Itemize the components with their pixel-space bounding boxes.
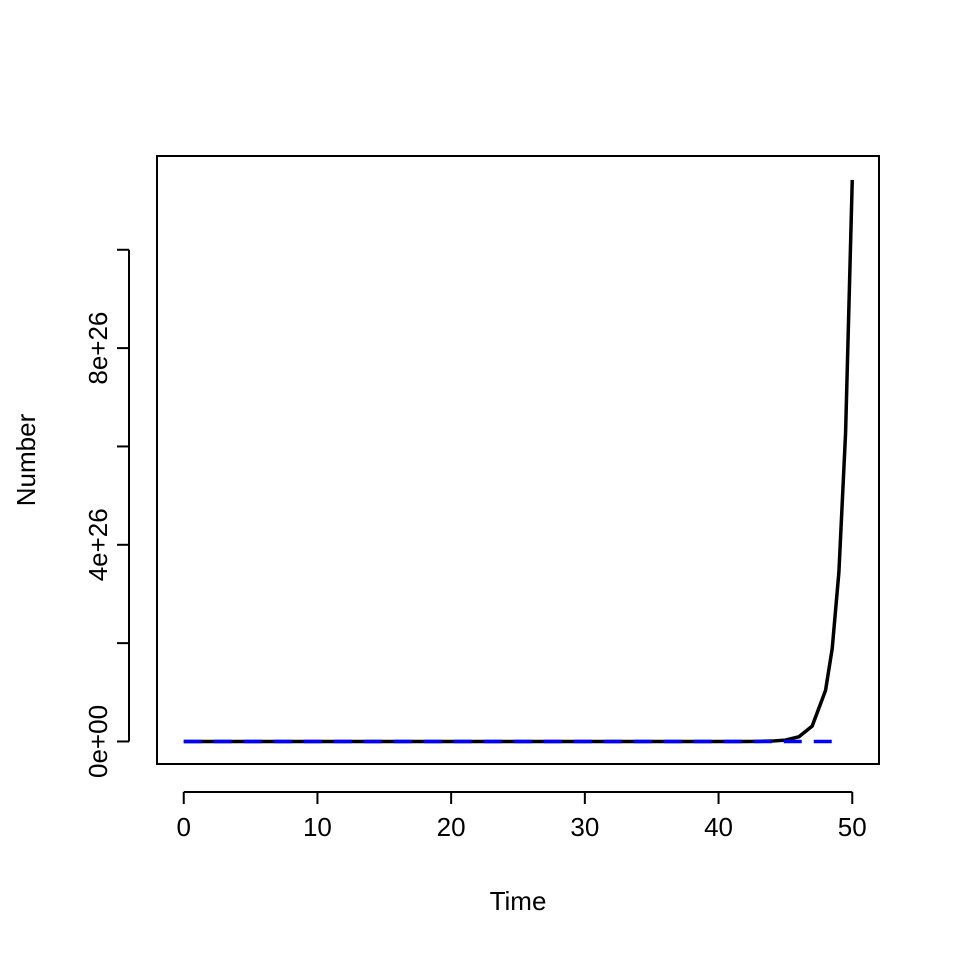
- x-tick-label: 20: [437, 812, 466, 842]
- x-tick-label: 50: [838, 812, 867, 842]
- y-axis-label: Number: [11, 413, 41, 506]
- x-tick-label: 10: [303, 812, 332, 842]
- plot-box: [156, 155, 880, 765]
- series-line: [183, 179, 855, 744]
- y-tick-label: 8e+26: [83, 312, 113, 385]
- y-tick-label: 4e+26: [83, 508, 113, 581]
- x-tick-label: 30: [570, 812, 599, 842]
- x-tick-label: 0: [177, 812, 191, 842]
- x-tick-label: 40: [704, 812, 733, 842]
- x-axis-label: Time: [490, 886, 547, 916]
- y-tick-label: 0e+00: [83, 705, 113, 778]
